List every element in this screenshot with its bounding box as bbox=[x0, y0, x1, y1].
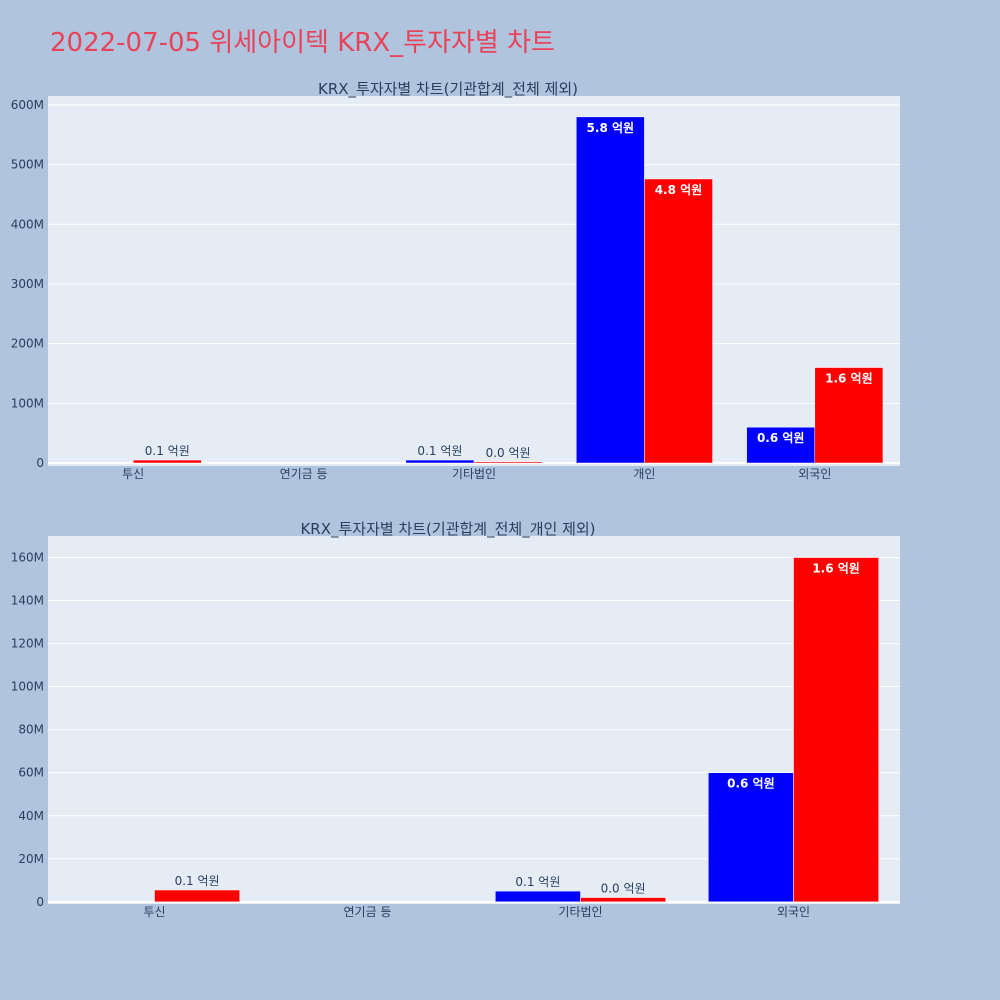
y-tick-label: 80M bbox=[18, 723, 44, 737]
y-tick-label: 600M bbox=[11, 98, 44, 112]
data-label: 0.1 억원 bbox=[145, 444, 190, 458]
x-tick-label: 외국인 bbox=[798, 467, 831, 481]
x-tick-label: 개인 bbox=[633, 467, 655, 481]
x-tick-label: 연기금 등 bbox=[280, 467, 328, 481]
bar bbox=[132, 459, 202, 464]
data-label: 0.6 억원 bbox=[727, 777, 775, 791]
y-tick-label: 0 bbox=[36, 456, 44, 470]
y-tick-label: 300M bbox=[11, 277, 44, 291]
bar bbox=[580, 897, 666, 903]
y-tick-label: 40M bbox=[18, 809, 44, 823]
x-tick-label: 기타법인 bbox=[558, 905, 602, 919]
y-tick-label: 120M bbox=[11, 637, 44, 651]
bar bbox=[154, 889, 240, 903]
data-label: 0.0 억원 bbox=[601, 882, 646, 896]
y-tick-label: 100M bbox=[11, 680, 44, 694]
y-tick-label: 140M bbox=[11, 594, 44, 608]
y-tick-label: 160M bbox=[11, 551, 44, 565]
y-tick-label: 200M bbox=[11, 337, 44, 351]
chart-title: KRX_투자자별 차트(기관합계_전체_개인 제외) bbox=[300, 520, 595, 539]
data-label: 0.6 억원 bbox=[757, 431, 805, 445]
y-tick-label: 0 bbox=[36, 895, 44, 909]
data-label: 0.0 억원 bbox=[486, 446, 531, 460]
page-title: 2022-07-05 위세아이텍 KRX_투자자별 차트 bbox=[50, 28, 555, 58]
x-tick-label: 투신 bbox=[143, 905, 165, 919]
y-tick-label: 100M bbox=[11, 396, 44, 410]
x-tick-label: 투신 bbox=[122, 467, 144, 481]
bar bbox=[814, 367, 884, 464]
bar bbox=[495, 890, 581, 903]
data-label: 0.1 억원 bbox=[175, 874, 220, 888]
bar bbox=[644, 178, 713, 464]
bar bbox=[405, 459, 475, 464]
y-tick-label: 500M bbox=[11, 158, 44, 172]
chart-title: KRX_투자자별 차트(기관합계_전체 제외) bbox=[318, 80, 578, 99]
bar bbox=[575, 116, 645, 464]
bar bbox=[473, 461, 543, 464]
data-label: 1.6 억원 bbox=[812, 562, 860, 576]
x-tick-label: 기타법인 bbox=[452, 467, 496, 481]
data-label: 4.8 억원 bbox=[655, 183, 703, 197]
y-tick-label: 60M bbox=[18, 766, 44, 780]
plot-area bbox=[48, 96, 900, 466]
x-tick-label: 연기금 등 bbox=[344, 905, 392, 919]
data-label: 0.1 억원 bbox=[417, 444, 462, 458]
data-label: 5.8 억원 bbox=[587, 121, 635, 135]
data-label: 1.6 억원 bbox=[825, 372, 873, 386]
x-tick-label: 외국인 bbox=[777, 905, 810, 919]
data-label: 0.1 억원 bbox=[515, 875, 560, 889]
y-tick-label: 20M bbox=[18, 852, 44, 866]
bar bbox=[793, 557, 879, 903]
bar bbox=[708, 772, 794, 903]
y-tick-label: 400M bbox=[11, 217, 44, 231]
